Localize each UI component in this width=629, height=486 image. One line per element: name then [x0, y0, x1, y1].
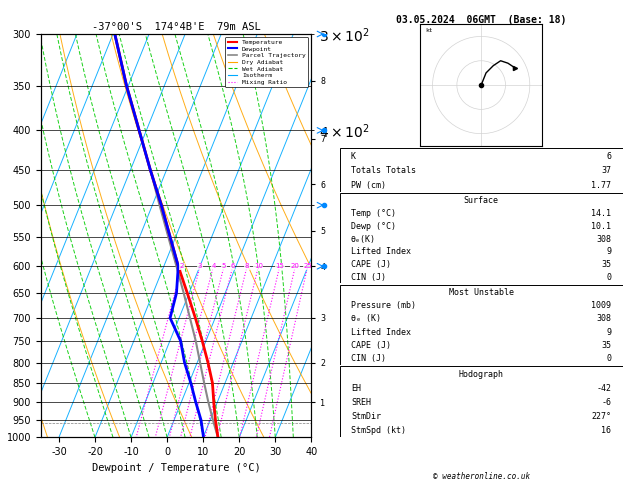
Text: 37: 37: [601, 166, 611, 175]
Text: 9: 9: [606, 328, 611, 337]
Text: 8: 8: [245, 263, 249, 269]
Text: 6: 6: [606, 152, 611, 161]
Text: 3: 3: [198, 263, 203, 269]
FancyBboxPatch shape: [340, 366, 623, 437]
Text: CAPE (J): CAPE (J): [351, 260, 391, 269]
Text: 308: 308: [596, 235, 611, 243]
Text: 6: 6: [231, 263, 235, 269]
Text: Dewp (°C): Dewp (°C): [351, 222, 396, 231]
Text: 25: 25: [303, 263, 312, 269]
Title: -37°00'S  174°4B'E  79m ASL: -37°00'S 174°4B'E 79m ASL: [92, 22, 260, 32]
Text: 35: 35: [601, 260, 611, 269]
Text: θₑ (K): θₑ (K): [351, 314, 381, 323]
Legend: Temperature, Dewpoint, Parcel Trajectory, Dry Adiabat, Wet Adiabat, Isotherm, Mi: Temperature, Dewpoint, Parcel Trajectory…: [225, 37, 308, 87]
Text: Lifted Index: Lifted Index: [351, 328, 411, 337]
Text: © weatheronline.co.uk: © weatheronline.co.uk: [433, 472, 530, 481]
Text: Hodograph: Hodograph: [459, 370, 504, 379]
Text: 15: 15: [276, 263, 284, 269]
Text: 03.05.2024  06GMT  (Base: 18): 03.05.2024 06GMT (Base: 18): [396, 15, 566, 25]
Text: PW (cm): PW (cm): [351, 181, 386, 190]
FancyBboxPatch shape: [340, 148, 623, 192]
Text: K: K: [351, 152, 356, 161]
Text: 16: 16: [601, 426, 611, 435]
Text: 308: 308: [596, 314, 611, 323]
X-axis label: Dewpoint / Temperature (°C): Dewpoint / Temperature (°C): [92, 463, 260, 473]
FancyBboxPatch shape: [340, 285, 623, 365]
Text: Totals Totals: Totals Totals: [351, 166, 416, 175]
Text: 1.77: 1.77: [591, 181, 611, 190]
Y-axis label: hPa: hPa: [0, 226, 1, 245]
Text: 9: 9: [606, 247, 611, 257]
Text: Surface: Surface: [464, 196, 499, 205]
Text: 35: 35: [601, 341, 611, 350]
Text: -42: -42: [596, 384, 611, 393]
Text: 2: 2: [180, 263, 184, 269]
Text: StmDir: StmDir: [351, 412, 381, 421]
Text: CIN (J): CIN (J): [351, 273, 386, 282]
Text: Temp (°C): Temp (°C): [351, 209, 396, 218]
Text: 0: 0: [606, 273, 611, 282]
Text: kt: kt: [425, 28, 433, 33]
Text: 20: 20: [291, 263, 299, 269]
FancyBboxPatch shape: [340, 193, 623, 283]
Text: 10.1: 10.1: [591, 222, 611, 231]
Text: StmSpd (kt): StmSpd (kt): [351, 426, 406, 435]
Text: θₑ(K): θₑ(K): [351, 235, 376, 243]
Text: 227°: 227°: [591, 412, 611, 421]
Text: 14.1: 14.1: [591, 209, 611, 218]
Text: Most Unstable: Most Unstable: [448, 288, 514, 296]
Text: LCL: LCL: [352, 418, 366, 428]
Text: -6: -6: [601, 398, 611, 407]
Text: CIN (J): CIN (J): [351, 354, 386, 364]
Text: 1009: 1009: [591, 301, 611, 310]
Text: CAPE (J): CAPE (J): [351, 341, 391, 350]
Y-axis label: km
ASL: km ASL: [379, 236, 394, 255]
Text: Pressure (mb): Pressure (mb): [351, 301, 416, 310]
Text: 0: 0: [606, 354, 611, 364]
Text: 4: 4: [211, 263, 216, 269]
Text: Lifted Index: Lifted Index: [351, 247, 411, 257]
Text: EH: EH: [351, 384, 361, 393]
Text: SREH: SREH: [351, 398, 371, 407]
Text: 10: 10: [254, 263, 263, 269]
Text: 5: 5: [222, 263, 226, 269]
